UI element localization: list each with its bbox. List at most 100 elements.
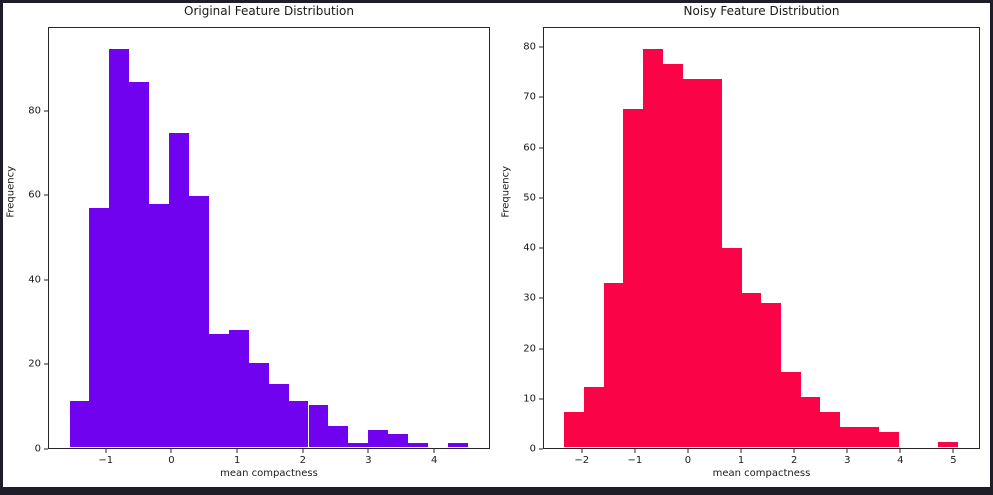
- y-tick-label: 30: [523, 292, 536, 304]
- y-tick-label: 20: [28, 358, 41, 370]
- histogram-bar: [564, 412, 585, 447]
- x-tick-label: 0: [168, 455, 175, 466]
- x-tick-label: 4: [897, 455, 904, 466]
- histogram-bar: [69, 400, 90, 447]
- histogram-bars: [50, 29, 488, 447]
- y-tick-label: 0: [529, 443, 536, 455]
- x-tick-mark: [105, 449, 107, 453]
- histogram-bar: [643, 48, 663, 447]
- x-tick-mark: [952, 449, 954, 453]
- x-tick-label: −2: [574, 455, 590, 466]
- histogram-bar: [288, 400, 309, 447]
- y-tick-label: 0: [34, 443, 41, 455]
- histogram-bar: [938, 442, 958, 447]
- x-tick-label: 4: [430, 455, 438, 466]
- histogram-bar: [129, 82, 150, 447]
- subplot-original-feature-distribution: Original Feature Distribution Frequency …: [6, 4, 490, 479]
- x-tick-mark: [846, 449, 848, 453]
- y-tick-label: 60: [28, 189, 41, 201]
- y-tick-label: 40: [28, 274, 41, 286]
- histogram-bar: [741, 292, 762, 447]
- x-tick-label: 2: [299, 455, 306, 466]
- histogram-bar: [879, 432, 899, 447]
- x-tick-label: 3: [365, 455, 372, 466]
- histogram-bar: [149, 203, 170, 447]
- histogram-bar: [408, 442, 428, 447]
- histogram-bar: [89, 208, 110, 447]
- x-tick-label: 1: [233, 455, 241, 466]
- histogram-bar: [368, 430, 389, 447]
- y-tick-mark: [44, 363, 48, 365]
- x-tick-mark: [740, 449, 742, 453]
- x-tick-label: 5: [950, 455, 957, 466]
- chart-title: Original Feature Distribution: [184, 4, 354, 18]
- y-tick-mark: [539, 297, 543, 299]
- histogram-bar: [761, 302, 781, 447]
- histogram-bar: [623, 108, 644, 447]
- histogram-bar: [169, 132, 189, 447]
- x-tick-label: 2: [790, 455, 798, 466]
- histogram-bar: [702, 78, 722, 447]
- y-tick-mark: [44, 194, 48, 196]
- x-tick-mark: [899, 449, 901, 453]
- y-tick-mark: [44, 448, 48, 450]
- plot-area: [48, 27, 490, 449]
- y-tick-mark: [539, 147, 543, 149]
- y-tick-mark: [539, 46, 543, 48]
- histogram-bar: [228, 329, 249, 447]
- histogram-bar: [109, 48, 130, 447]
- x-tick-mark: [367, 449, 369, 453]
- y-tick-label: 20: [523, 343, 536, 355]
- y-tick-label: 80: [523, 41, 536, 53]
- y-tick-mark: [44, 110, 48, 112]
- y-tick-label: 70: [523, 91, 536, 103]
- x-axis-label: mean compactness: [712, 468, 811, 479]
- x-tick-label: 0: [684, 455, 692, 466]
- histogram-bar: [248, 363, 269, 447]
- histogram-bar: [820, 412, 840, 447]
- x-tick-mark: [302, 449, 304, 453]
- x-tick-mark: [581, 449, 583, 453]
- histogram-bar: [780, 372, 801, 447]
- x-tick-mark: [634, 449, 636, 453]
- x-tick-mark: [236, 449, 238, 453]
- y-tick-mark: [539, 448, 543, 450]
- histogram-bar: [662, 63, 683, 447]
- histogram-bar: [839, 427, 860, 447]
- y-axis-label: Frequency: [500, 165, 512, 218]
- y-tick-label: 10: [523, 393, 536, 405]
- histogram-bar: [308, 405, 329, 447]
- x-tick-label: −1: [627, 455, 643, 466]
- histogram-bar: [859, 427, 880, 447]
- histogram-bar: [682, 78, 703, 447]
- histogram-bar: [268, 384, 289, 447]
- histogram-bar: [189, 195, 209, 447]
- matplotlib-figure: Original Feature Distribution Frequency …: [3, 3, 990, 487]
- histogram-bar: [800, 397, 821, 447]
- histogram-bar: [584, 387, 604, 447]
- plot-area: [543, 27, 980, 449]
- y-tick-mark: [539, 398, 543, 400]
- histogram-bar: [388, 434, 409, 447]
- x-tick-label: −1: [98, 455, 114, 466]
- y-tick-mark: [539, 247, 543, 249]
- y-tick-mark: [539, 96, 543, 98]
- x-tick-mark: [170, 449, 172, 453]
- histogram-bar: [721, 247, 742, 447]
- subplot-noisy-feature-distribution: Noisy Feature Distribution Frequency mea…: [501, 4, 980, 479]
- histogram-bars: [545, 29, 978, 447]
- y-tick-mark: [44, 279, 48, 281]
- x-tick-label: 1: [737, 455, 745, 466]
- x-tick-mark: [433, 449, 435, 453]
- y-axis-label: Frequency: [5, 165, 17, 218]
- histogram-bar: [328, 426, 349, 447]
- histogram-bar: [348, 442, 369, 447]
- y-tick-label: 60: [523, 142, 536, 154]
- histogram-bar: [208, 333, 229, 447]
- chart-title: Noisy Feature Distribution: [683, 4, 840, 18]
- x-tick-mark: [687, 449, 689, 453]
- y-tick-label: 80: [28, 105, 41, 117]
- x-axis-label: mean compactness: [220, 468, 318, 479]
- histogram-bar: [447, 442, 468, 447]
